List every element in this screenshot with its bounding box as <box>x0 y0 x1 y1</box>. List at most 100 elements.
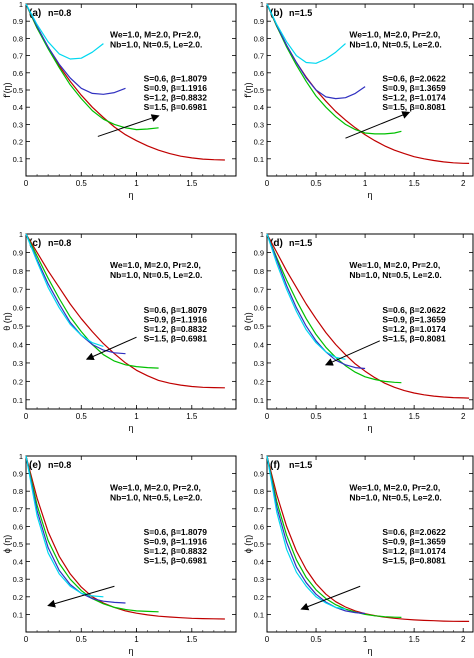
legend-entry: S=0.6, β=2.0622 <box>382 527 446 537</box>
series-line-0 <box>25 233 225 389</box>
y-tick-label: 0.7 <box>254 505 264 514</box>
series-line-2 <box>266 233 366 370</box>
y-tick-label: 0.6 <box>13 304 23 313</box>
x-tick-label: 1 <box>134 412 139 421</box>
parameters-line-2: Nb=1.0, Nt=0.5, Le=2.0. <box>349 492 441 502</box>
y-tick-label: 0.6 <box>13 522 23 531</box>
panel-title: n=0.8 <box>48 238 71 248</box>
x-axis-label: η <box>128 423 133 433</box>
y-tick-label: 0.1 <box>13 396 23 405</box>
x-tick-label: 0 <box>24 412 29 421</box>
y-tick-label: 0.7 <box>13 505 23 514</box>
x-tick-label: 1 <box>363 179 368 188</box>
y-tick-label: 0.5 <box>13 86 23 95</box>
series-line-1 <box>25 3 159 131</box>
x-tick-label: 0.5 <box>310 635 322 644</box>
y-tick-label: 0.1 <box>13 610 23 619</box>
y-tick-label: 0.9 <box>13 17 23 26</box>
x-tick-label: 0.5 <box>76 179 88 188</box>
y-tick-label: 0.4 <box>254 341 264 350</box>
legend-entry: S=1.2, β=1.0174 <box>382 92 446 102</box>
panel-title: n=1.5 <box>289 238 312 248</box>
y-tick-label: 0.6 <box>254 304 264 313</box>
y-tick-label: 0.7 <box>13 52 23 61</box>
trend-arrow <box>97 114 160 137</box>
trend-arrow <box>300 585 361 611</box>
x-tick-label: 1 <box>363 412 368 421</box>
x-tick-label: 0 <box>24 635 29 644</box>
legend-entry: S=1.2, β=0.8832 <box>144 324 208 334</box>
series-line-3 <box>25 233 104 347</box>
series-line-3 <box>25 3 104 60</box>
y-tick-label: 0.2 <box>13 138 23 147</box>
legend-entry: S=1.2, β=0.8832 <box>144 546 208 556</box>
y-tick-label: 0.5 <box>254 540 264 549</box>
series-line-2 <box>25 3 126 95</box>
panel-f: 0 0.5 1 1.5 2 0.1 0.2 0.3 0.4 0.5 0.6 0.7 0.8 0.9 1 η ϕ … <box>243 452 474 656</box>
x-tick-label: 1.5 <box>409 635 421 644</box>
series-line-0 <box>25 455 225 620</box>
series-line-0 <box>25 3 225 161</box>
panel-title: n=1.5 <box>289 8 312 18</box>
parameters-line-1: We=1.0, M=2.0, Pr=2.0, <box>349 482 440 492</box>
legend-entry: S=0.9, β=1.1916 <box>144 537 208 547</box>
x-tick-label: 0 <box>265 412 270 421</box>
x-tick-label: 1.5 <box>186 179 198 188</box>
trend-arrow <box>47 585 115 608</box>
y-tick-label: 0.2 <box>254 377 264 386</box>
y-tick-label: 0.2 <box>254 593 264 602</box>
y-tick-label: 0.8 <box>254 487 264 496</box>
legend-entry: S=0.6, β=1.8079 <box>144 305 208 315</box>
panel-title: n=0.8 <box>48 460 71 470</box>
x-axis-label: η <box>128 190 133 200</box>
panel-label: (f) <box>270 460 280 471</box>
y-tick-label: 1 <box>19 230 23 239</box>
y-tick-label: 0.1 <box>254 155 264 164</box>
legend-entry: S=1.2, β=1.0174 <box>382 546 446 556</box>
legend-entry: S=1.2, β=0.8832 <box>144 92 208 102</box>
parameters-line-1: We=1.0, M=2.0, Pr=2.0, <box>349 30 440 40</box>
parameters-line-1: We=1.0, M=2.0, Pr=2.0, <box>349 260 440 270</box>
parameters-line-1: We=1.0, M=2.0, Pr=2.0, <box>110 30 201 40</box>
y-tick-label: 1 <box>260 230 264 239</box>
y-tick-label: 0.4 <box>13 341 23 350</box>
y-tick-label: 0.3 <box>13 359 23 368</box>
y-tick-label: 0.4 <box>254 558 264 567</box>
series-line-3 <box>266 233 346 360</box>
panel-label: (e) <box>29 460 41 471</box>
y-tick-label: 0.3 <box>13 120 23 129</box>
y-tick-label: 0.9 <box>13 248 23 257</box>
x-tick-label: 2 <box>461 179 466 188</box>
series-line-1 <box>25 455 159 613</box>
y-tick-label: 0.8 <box>13 267 23 276</box>
y-tick-label: 0.2 <box>13 593 23 602</box>
y-tick-label: 0.6 <box>13 69 23 78</box>
y-tick-label: 0.8 <box>13 487 23 496</box>
x-tick-label: 0.5 <box>310 412 322 421</box>
y-axis-label: θ (η) <box>243 312 253 331</box>
legend-entry: S=0.6, β=2.0622 <box>382 73 446 83</box>
x-tick-label: 1 <box>134 635 139 644</box>
legend-entry: S=0.6, β=1.8079 <box>144 73 208 83</box>
panel-label: (c) <box>29 238 41 249</box>
y-tick-label: 0.5 <box>254 86 264 95</box>
y-axis-label: ϕ (η) <box>243 535 253 554</box>
y-tick-label: 0.9 <box>254 248 264 257</box>
x-tick-label: 2 <box>461 635 466 644</box>
y-tick-label: 1 <box>19 0 23 9</box>
y-axis-label: f′(η) <box>2 82 12 97</box>
trend-arrow <box>345 111 411 139</box>
y-tick-label: 0.9 <box>13 470 23 479</box>
parameters-line-2: Nb=1.0, Nt=0.5, Le=2.0. <box>349 270 441 280</box>
series-line-1 <box>266 455 402 618</box>
y-axis-label: θ (η) <box>2 312 12 331</box>
legend-entry: S=1.5, β=0.6981 <box>144 102 208 112</box>
series-line-1 <box>25 233 159 369</box>
panel-d: 0 0.5 1 1.5 2 0.1 0.2 0.3 0.4 0.5 0.6 0.7 0.8 0.9 1 η θ … <box>243 230 474 433</box>
x-tick-label: 0.5 <box>76 412 88 421</box>
y-tick-label: 0.4 <box>254 103 264 112</box>
series-line-0 <box>266 233 470 399</box>
legend-entry: S=0.9, β=1.3659 <box>382 314 446 324</box>
legend-entry: S=0.6, β=1.8079 <box>144 527 208 537</box>
